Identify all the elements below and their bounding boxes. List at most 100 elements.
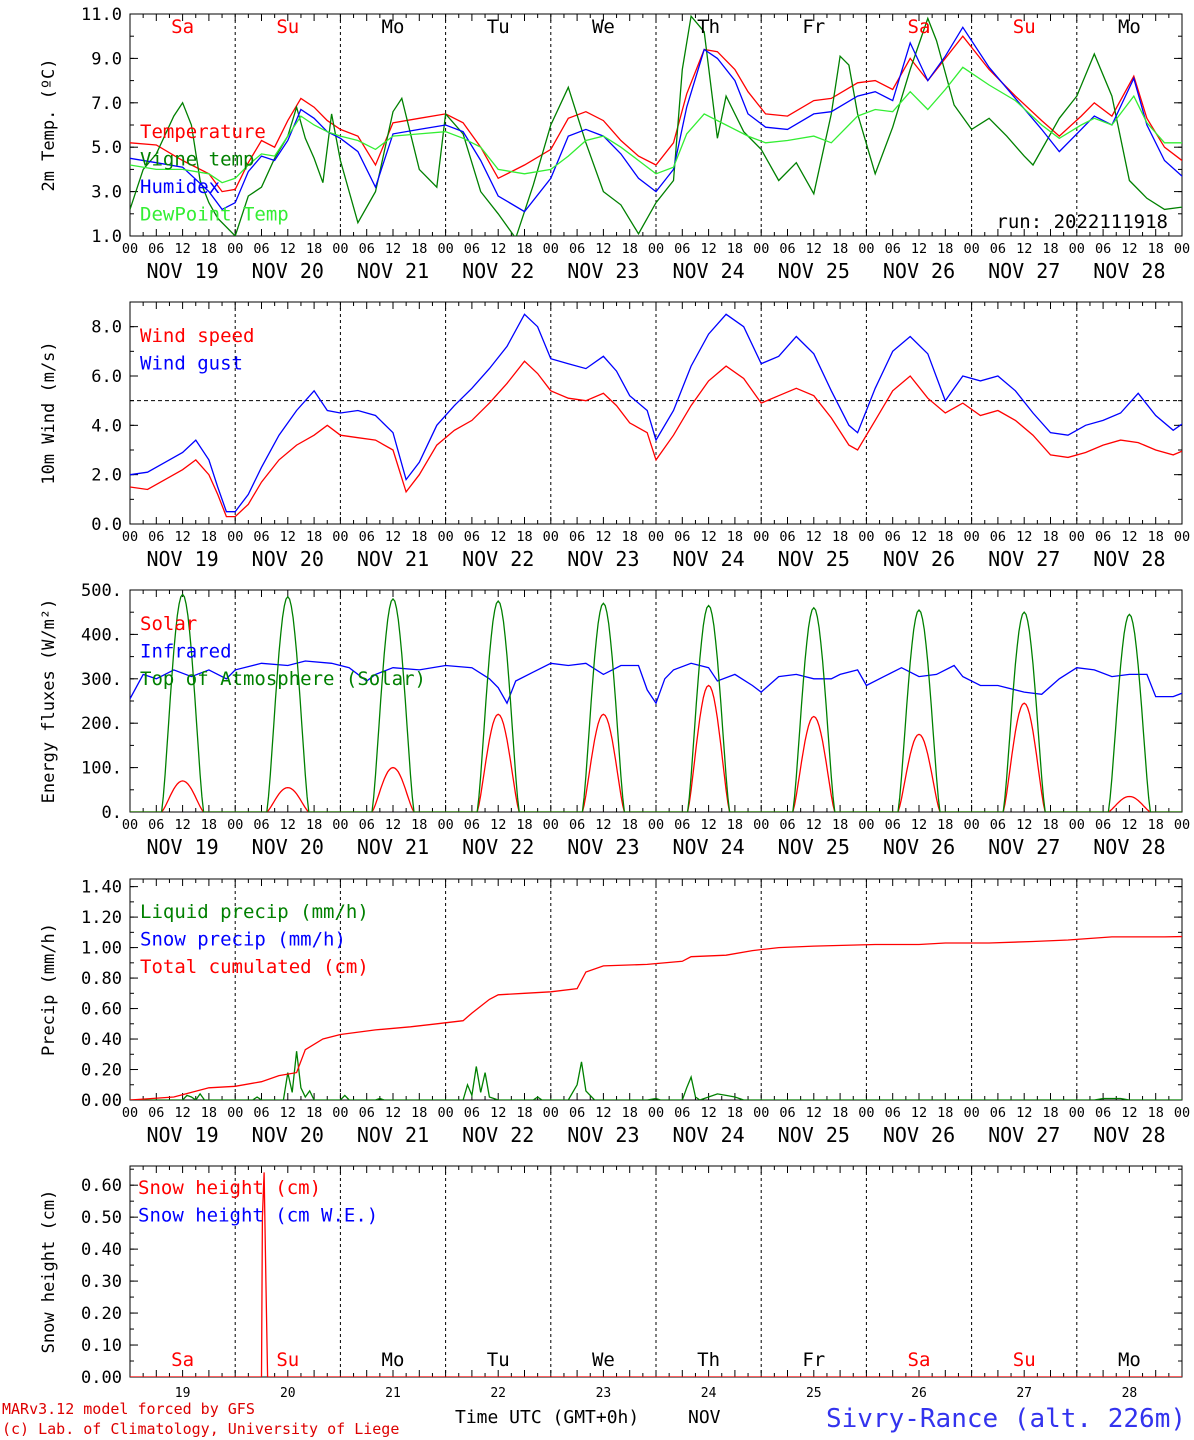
- hour-tick-label: 18: [832, 817, 848, 833]
- y-tick-label: 7.0: [91, 94, 122, 114]
- hour-tick-label: 00: [1069, 241, 1085, 257]
- hour-tick-label: 18: [306, 1105, 322, 1121]
- hour-tick-label: 06: [148, 241, 164, 257]
- panel-5: 0.00 0.10 0.20 0.30 0.40 0.50 0.60 Snow height …: [39, 1165, 1183, 1401]
- legend-entry: Snow height (cm): [138, 1177, 321, 1199]
- day-number-label: 25: [806, 1386, 822, 1401]
- hour-tick-label: 18: [201, 529, 217, 545]
- series-group: [130, 593, 1182, 812]
- hour-tick-label: 18: [727, 529, 743, 545]
- hour-tick-label: 18: [201, 817, 217, 833]
- hour-tick-label: 06: [253, 529, 269, 545]
- hour-tick-label: 06: [253, 817, 269, 833]
- hour-tick-label: 06: [569, 241, 585, 257]
- panel-2: 0.0 2.0 4.0 6.0 8.0 10m Wind (m/s) Wind speed W…: [39, 301, 1190, 571]
- series-group: [130, 1172, 1182, 1377]
- hour-tick-label: 18: [306, 817, 322, 833]
- x-axis-title: Time UTC (GMT+0h): [455, 1407, 639, 1428]
- day-number-label: 24: [701, 1386, 717, 1401]
- hour-tick-label: 00: [963, 817, 979, 833]
- hour-tick-label: 06: [253, 1105, 269, 1121]
- hour-tick-label: 06: [990, 241, 1006, 257]
- hour-tick-label: 18: [622, 817, 638, 833]
- hour-tick-label: 12: [385, 817, 401, 833]
- y-tick-label: 4.0: [91, 416, 122, 436]
- hour-tick-label: 06: [674, 1105, 690, 1121]
- y-tick-label: 0.40: [81, 1240, 122, 1260]
- day-label: NOV 27: [988, 547, 1060, 571]
- hour-tick-label: 06: [779, 241, 795, 257]
- hour-tick-label: 06: [464, 529, 480, 545]
- hour-tick-label: 18: [1148, 1105, 1164, 1121]
- hour-tick-label: 00: [858, 529, 874, 545]
- weekday-label: Su: [1013, 16, 1036, 38]
- hour-tick-label: 00: [332, 241, 348, 257]
- hour-tick-label: 18: [411, 1105, 427, 1121]
- y-tick-label: 0.60: [81, 1176, 122, 1196]
- hour-tick-label: 06: [990, 1105, 1006, 1121]
- legend-entry: Humidex: [140, 176, 220, 198]
- hour-tick-label: 12: [911, 1105, 927, 1121]
- hour-tick-label: 00: [648, 241, 664, 257]
- hour-tick-label: 18: [832, 241, 848, 257]
- day-label: NOV 20: [252, 835, 324, 859]
- day-label: NOV 24: [672, 1123, 744, 1147]
- y-tick-label: 0.60: [81, 1000, 122, 1020]
- hour-tick-label: 00: [122, 529, 138, 545]
- hour-tick-label: 12: [700, 1105, 716, 1121]
- series-group: [130, 935, 1182, 1100]
- series-line-infrared: [130, 660, 1182, 705]
- hour-tick-label: 00: [543, 817, 559, 833]
- hour-tick-label: 18: [622, 241, 638, 257]
- weekday-label: Sa: [171, 16, 194, 38]
- day-label: NOV 19: [146, 259, 218, 283]
- y-axis-label: Energy fluxes (W/m²): [39, 599, 59, 804]
- hour-tick-label: 00: [543, 1105, 559, 1121]
- day-label: NOV 28: [1093, 835, 1165, 859]
- hour-tick-label: 12: [280, 817, 296, 833]
- day-number-label: 23: [596, 1386, 612, 1401]
- hour-tick-label: 12: [490, 817, 506, 833]
- series-line-humidex: [130, 26, 1182, 213]
- hour-tick-label: 06: [569, 817, 585, 833]
- hour-tick-label: 12: [1121, 817, 1137, 833]
- day-label: NOV 25: [778, 547, 850, 571]
- hour-tick-label: 12: [1016, 1105, 1032, 1121]
- hour-tick-label: 00: [543, 241, 559, 257]
- y-tick-label: 0.0: [91, 515, 122, 535]
- series-line-top-of-atmosphere-solar: [130, 593, 1182, 812]
- hour-tick-label: 00: [753, 817, 769, 833]
- hour-tick-label: 18: [1042, 1105, 1058, 1121]
- hour-tick-label: 06: [885, 1105, 901, 1121]
- hour-tick-label: 00: [753, 241, 769, 257]
- hour-tick-label: 18: [411, 241, 427, 257]
- hour-tick-label: 12: [1016, 817, 1032, 833]
- y-tick-label: 500.: [81, 581, 122, 601]
- y-axis-label: Snow height (cm): [39, 1190, 59, 1354]
- y-tick-label: 0.40: [81, 1030, 122, 1050]
- legend-entry: Wind speed: [140, 325, 254, 347]
- model-credit: MARv3.12 model forced by GFS: [2, 1400, 255, 1418]
- day-number-label: 22: [490, 1386, 506, 1401]
- hour-tick-label: 12: [385, 241, 401, 257]
- hour-tick-label: 12: [490, 529, 506, 545]
- hour-tick-label: 12: [806, 1105, 822, 1121]
- series-line-wind-speed: [130, 360, 1182, 518]
- y-tick-label: 0.20: [81, 1061, 122, 1081]
- hour-tick-label: 12: [280, 529, 296, 545]
- day-label: NOV 23: [567, 259, 639, 283]
- y-axis-label: 10m Wind (m/s): [39, 341, 59, 484]
- weekday-label: Sa: [171, 1349, 194, 1371]
- legend-entry: Snow height (cm W.E.): [138, 1205, 378, 1227]
- series-line-temperature: [130, 35, 1182, 193]
- day-label: NOV 22: [462, 835, 534, 859]
- day-label: NOV 27: [988, 1123, 1060, 1147]
- day-label: NOV 22: [462, 259, 534, 283]
- weekday-label: We: [592, 1349, 615, 1371]
- y-tick-label: 1.40: [81, 878, 122, 898]
- hour-tick-label: 00: [437, 817, 453, 833]
- hour-tick-label: 06: [359, 1105, 375, 1121]
- hour-tick-label: 06: [569, 1105, 585, 1121]
- hour-tick-label: 00: [332, 1105, 348, 1121]
- hour-tick-label: 12: [806, 529, 822, 545]
